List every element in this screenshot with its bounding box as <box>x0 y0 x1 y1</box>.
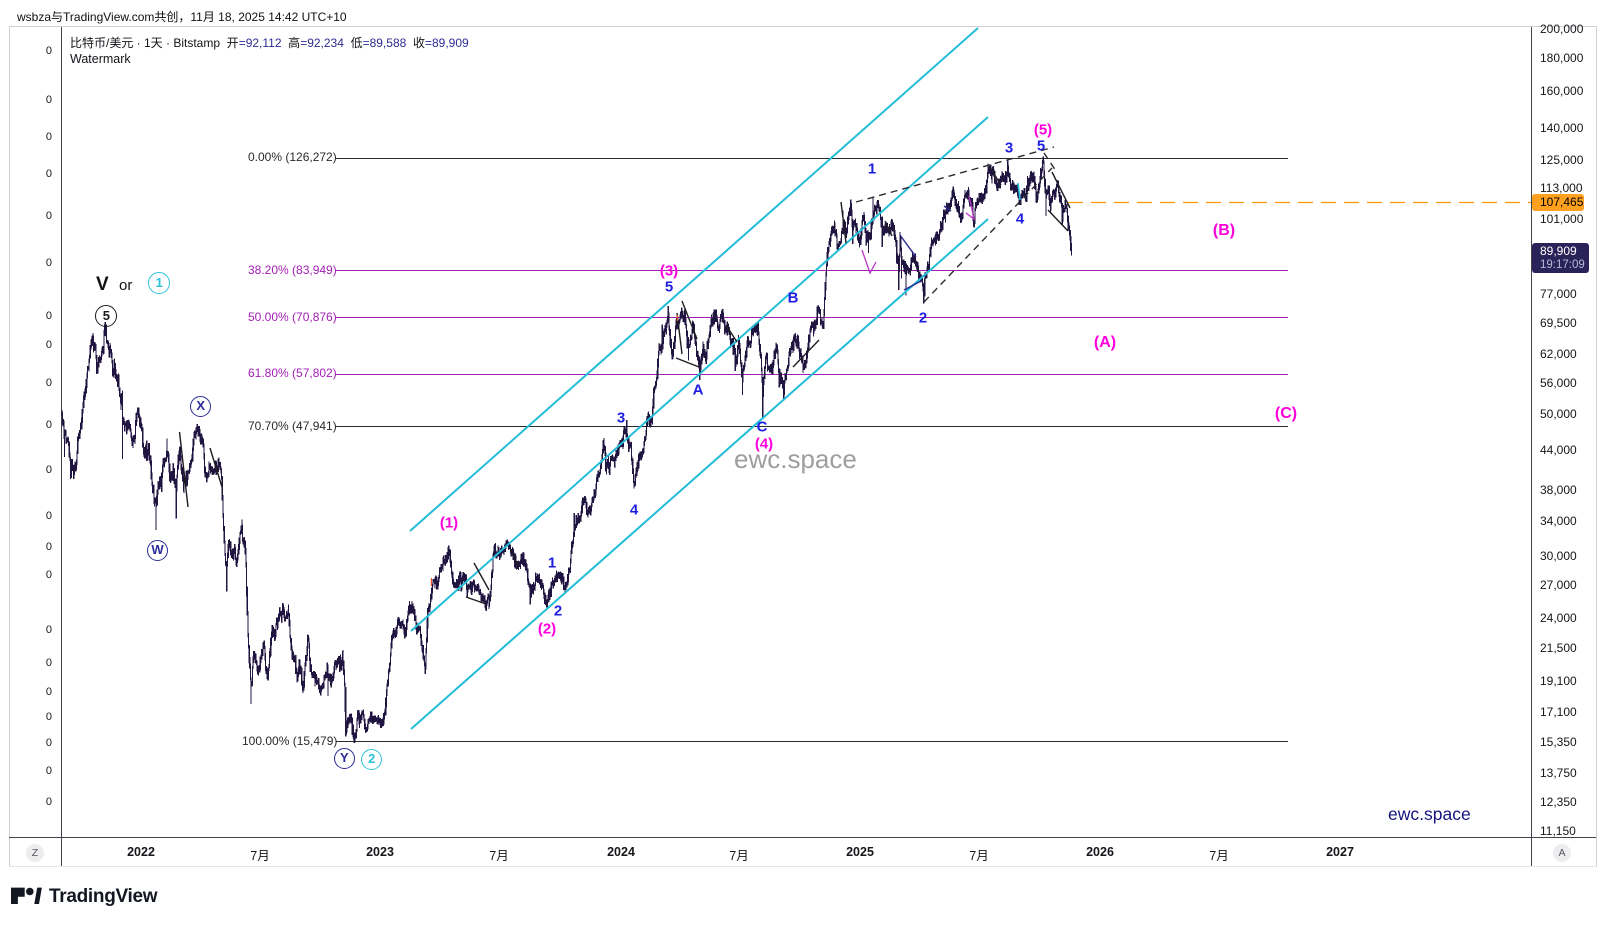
svg-text:TradingView: TradingView <box>49 886 158 907</box>
